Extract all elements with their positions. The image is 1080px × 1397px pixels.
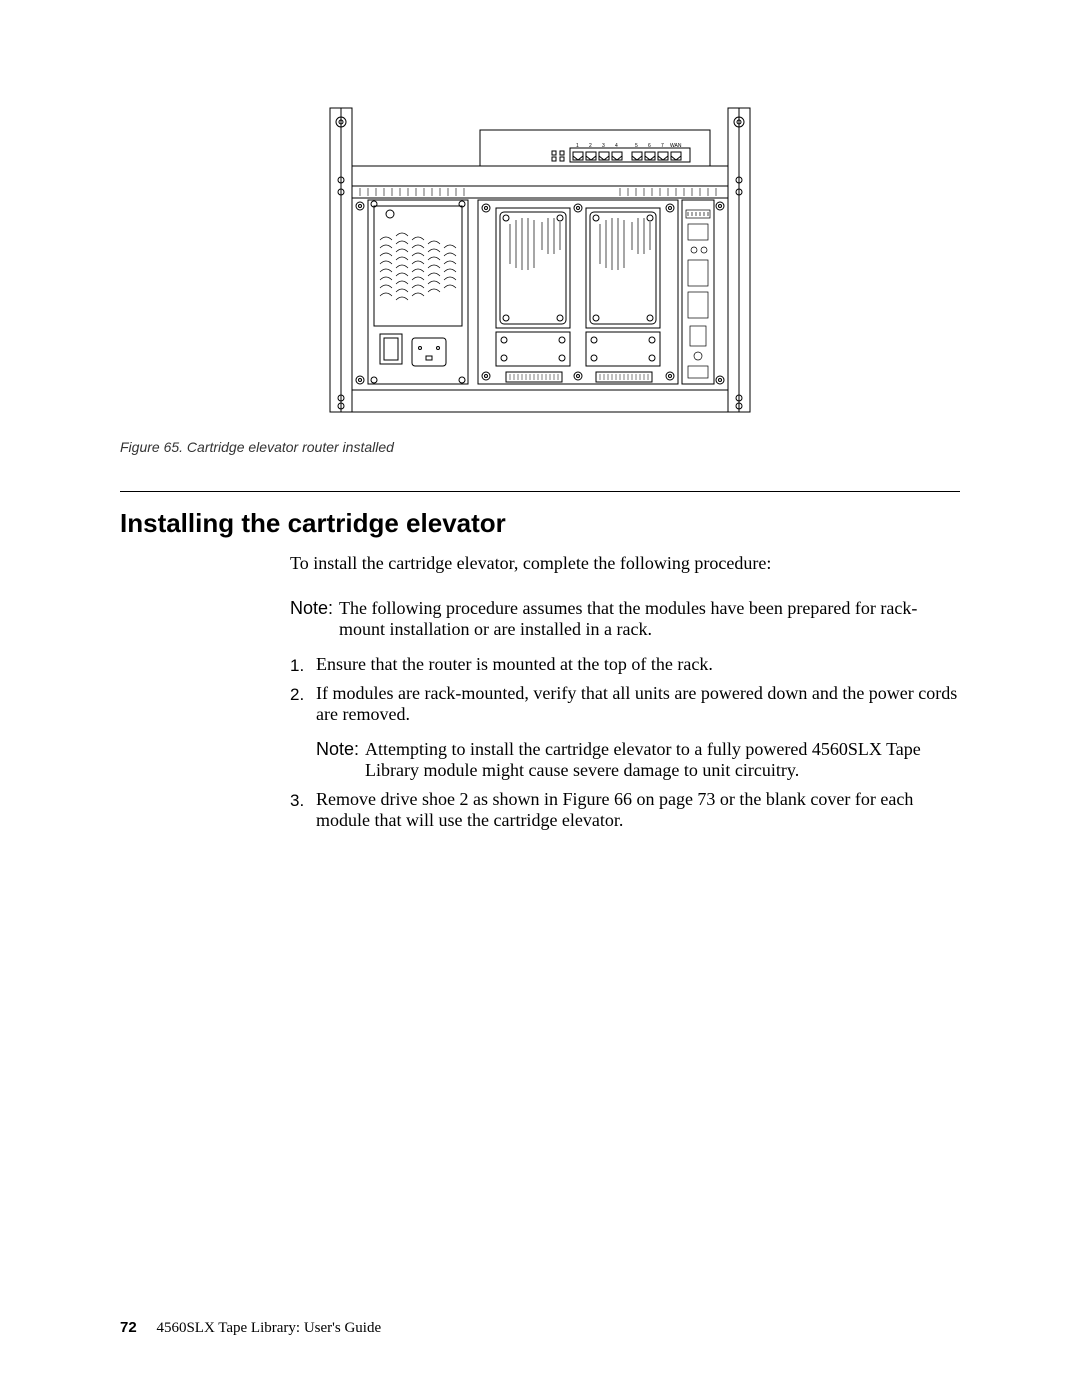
svg-text:6: 6 — [648, 143, 651, 149]
note-text: The following procedure assumes that the… — [339, 598, 960, 640]
page-footer: 72 4560SLX Tape Library: User's Guide — [120, 1319, 381, 1337]
nested-note-text: Attempting to install the cartridge elev… — [365, 739, 960, 781]
step-item: Ensure that the router is mounted at the… — [290, 654, 960, 675]
steps-list: Ensure that the router is mounted at the… — [290, 654, 960, 831]
svg-text:3: 3 — [602, 143, 605, 149]
note-label: Note: — [316, 739, 359, 781]
step-text: Remove drive shoe 2 as shown in Figure 6… — [316, 789, 913, 830]
svg-text:7: 7 — [661, 143, 664, 149]
figure-caption: Figure 65. Cartridge elevator router ins… — [120, 439, 960, 455]
page-number: 72 — [120, 1319, 137, 1336]
figure-area: 1 2 3 4 5 6 7 WAN — [120, 100, 960, 425]
intro-text: To install the cartridge elevator, compl… — [290, 553, 960, 574]
svg-text:5: 5 — [635, 143, 638, 149]
svg-text:4: 4 — [615, 143, 618, 149]
section-heading: Installing the cartridge elevator — [120, 508, 960, 539]
doc-title: 4560SLX Tape Library: User's Guide — [156, 1320, 381, 1336]
note-block: Note: The following procedure assumes th… — [290, 598, 960, 640]
step-text: If modules are rack-mounted, verify that… — [316, 683, 957, 724]
svg-text:WAN: WAN — [670, 143, 682, 149]
note-label: Note: — [290, 598, 333, 640]
step-text: Ensure that the router is mounted at the… — [316, 654, 713, 674]
svg-text:2: 2 — [589, 143, 592, 149]
technical-diagram: 1 2 3 4 5 6 7 WAN — [320, 100, 760, 425]
step-item: Remove drive shoe 2 as shown in Figure 6… — [290, 789, 960, 831]
svg-text:1: 1 — [576, 143, 579, 149]
page-content: 1 2 3 4 5 6 7 WAN — [0, 0, 1080, 1397]
nested-note: Note: Attempting to install the cartridg… — [316, 739, 960, 781]
section-divider — [120, 491, 960, 492]
step-item: If modules are rack-mounted, verify that… — [290, 683, 960, 781]
section-body: To install the cartridge elevator, compl… — [290, 553, 960, 831]
